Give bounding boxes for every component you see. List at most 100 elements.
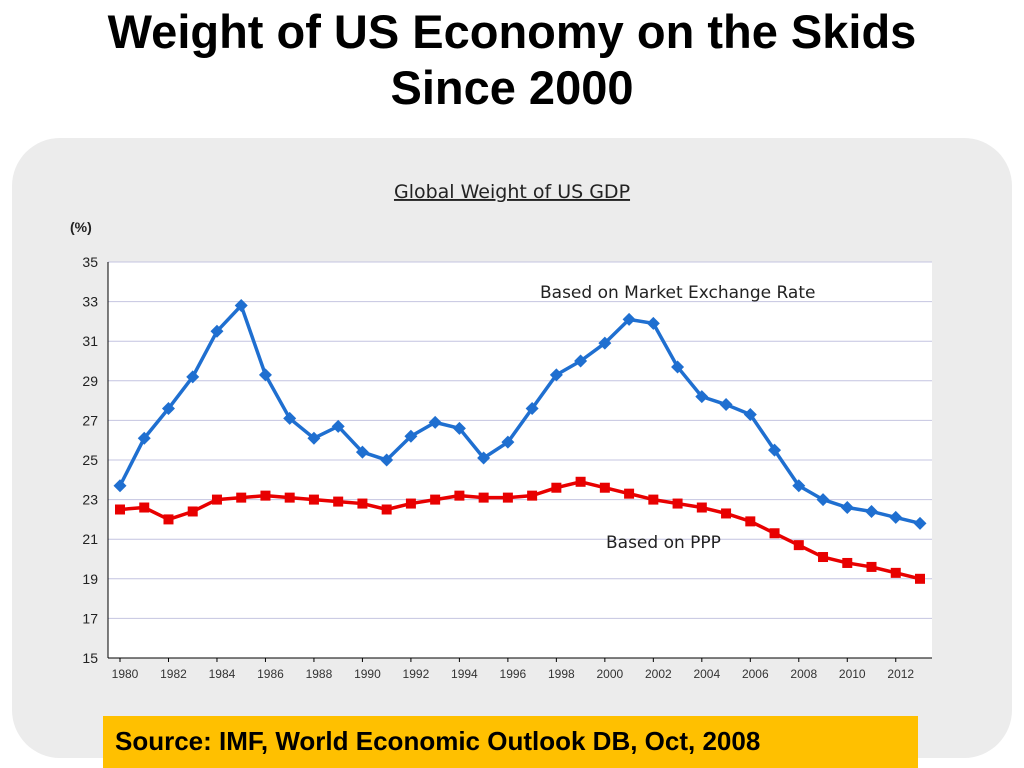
source-box: Source: IMF, World Economic Outlook DB, … bbox=[103, 716, 918, 768]
x-tick-label-1982: 1982 bbox=[160, 667, 187, 681]
point-market-1991 bbox=[380, 453, 394, 467]
series-line-ppp bbox=[119, 480, 921, 581]
point-ppp-2013 bbox=[915, 573, 925, 584]
slide-title-line-2: Since 2000 bbox=[390, 61, 634, 114]
x-tick-label-1998: 1998 bbox=[548, 667, 575, 681]
point-ppp-1996 bbox=[502, 492, 513, 503]
point-ppp-2002 bbox=[648, 494, 659, 505]
series-label-market-exchange-rate: Based on Market Exchange Rate bbox=[540, 283, 815, 303]
point-ppp-2008 bbox=[793, 540, 804, 551]
point-market-2012 bbox=[889, 510, 903, 524]
point-ppp-2009 bbox=[818, 552, 829, 563]
x-tick-label-2006: 2006 bbox=[742, 667, 769, 681]
point-market-2003 bbox=[671, 360, 685, 374]
y-tick-label-29: 29 bbox=[82, 373, 98, 389]
point-market-1989 bbox=[331, 419, 345, 433]
point-market-2002 bbox=[646, 316, 660, 330]
point-market-1986 bbox=[258, 368, 272, 382]
x-tick-label-1994: 1994 bbox=[451, 667, 478, 681]
y-tick-label-21: 21 bbox=[82, 531, 98, 547]
point-market-1987 bbox=[283, 411, 297, 425]
point-ppp-2000 bbox=[599, 482, 610, 493]
point-ppp-1985 bbox=[236, 492, 247, 503]
x-tick-label-2010: 2010 bbox=[839, 667, 866, 681]
point-ppp-1990 bbox=[357, 498, 368, 509]
point-market-1982 bbox=[161, 402, 175, 416]
y-tick-label-35: 35 bbox=[82, 254, 98, 270]
y-tick-label-15: 15 bbox=[82, 650, 98, 666]
point-ppp-1980 bbox=[115, 504, 125, 515]
point-market-2000 bbox=[598, 336, 612, 350]
x-tick-label-2012: 2012 bbox=[887, 667, 914, 681]
y-tick-label-31: 31 bbox=[82, 333, 98, 349]
y-tick-label-25: 25 bbox=[82, 452, 98, 468]
point-ppp-2004 bbox=[696, 502, 707, 513]
point-ppp-1989 bbox=[333, 496, 344, 507]
point-ppp-2003 bbox=[672, 498, 683, 509]
point-ppp-2006 bbox=[745, 516, 756, 527]
point-ppp-2012 bbox=[890, 567, 901, 578]
point-ppp-1999 bbox=[575, 476, 586, 487]
point-market-1981 bbox=[137, 431, 151, 445]
point-ppp-1998 bbox=[551, 482, 562, 493]
x-tick-label-2000: 2000 bbox=[596, 667, 623, 681]
point-ppp-2011 bbox=[866, 561, 877, 572]
point-ppp-2010 bbox=[842, 557, 853, 568]
series-line-market bbox=[118, 303, 921, 526]
x-tick-label-2004: 2004 bbox=[693, 667, 720, 681]
slide-title: Weight of US Economy on the Skids Since … bbox=[0, 4, 1024, 116]
point-market-2009 bbox=[816, 493, 830, 507]
x-tick-label-2008: 2008 bbox=[790, 667, 817, 681]
x-tick-label-2002: 2002 bbox=[645, 667, 672, 681]
y-tick-label-17: 17 bbox=[82, 610, 98, 626]
point-ppp-1994 bbox=[454, 490, 465, 501]
y-tick-label-33: 33 bbox=[82, 294, 98, 310]
point-market-1984 bbox=[210, 324, 224, 338]
series-lines bbox=[118, 303, 921, 581]
point-market-2013 bbox=[913, 516, 927, 530]
series-markers bbox=[113, 299, 927, 584]
point-market-2004 bbox=[695, 390, 709, 404]
x-tick-label-1986: 1986 bbox=[257, 667, 284, 681]
series-label-ppp: Based on PPP bbox=[606, 533, 721, 553]
point-ppp-1987 bbox=[284, 492, 295, 503]
point-market-2007 bbox=[768, 443, 782, 457]
y-tick-label-23: 23 bbox=[82, 492, 98, 508]
point-market-1995 bbox=[477, 451, 491, 465]
point-market-1983 bbox=[186, 370, 200, 384]
x-tick-labels: 1980 1982 1984 1986 1988 1990 1992 1994 1996 1998… bbox=[112, 667, 915, 681]
point-market-1998 bbox=[549, 368, 563, 382]
point-ppp-1997 bbox=[527, 490, 538, 501]
point-ppp-1992 bbox=[405, 498, 416, 509]
x-tick-label-1996: 1996 bbox=[500, 667, 527, 681]
point-ppp-1993 bbox=[430, 494, 441, 505]
point-market-2008 bbox=[792, 479, 806, 493]
point-ppp-2005 bbox=[721, 508, 732, 519]
y-tick-labels: 35 33 31 29 27 25 23 21 19 17 15 bbox=[82, 254, 98, 666]
y-tick-label-27: 27 bbox=[82, 412, 98, 428]
point-ppp-1995 bbox=[478, 492, 489, 503]
point-ppp-1988 bbox=[308, 494, 319, 505]
point-market-1999 bbox=[574, 354, 588, 368]
axes bbox=[107, 262, 932, 662]
y-axis-unit-label: (%) bbox=[70, 219, 92, 235]
x-tick-label-1990: 1990 bbox=[354, 667, 381, 681]
x-tick-label-1988: 1988 bbox=[306, 667, 333, 681]
point-market-1992 bbox=[404, 429, 418, 443]
point-market-2001 bbox=[622, 312, 636, 326]
point-market-1990 bbox=[355, 445, 369, 459]
point-market-2006 bbox=[743, 407, 757, 421]
point-ppp-2001 bbox=[624, 488, 635, 499]
point-ppp-1982 bbox=[163, 514, 174, 525]
point-market-1980 bbox=[113, 479, 127, 493]
point-ppp-1986 bbox=[260, 490, 271, 501]
chart-title: Global Weight of US GDP bbox=[394, 181, 630, 203]
x-tick-label-1992: 1992 bbox=[403, 667, 430, 681]
slide-title-line-1: Weight of US Economy on the Skids bbox=[107, 5, 917, 58]
point-market-1988 bbox=[307, 431, 321, 445]
point-ppp-1984 bbox=[211, 494, 222, 505]
source-text: Source: IMF, World Economic Outlook DB, … bbox=[115, 726, 761, 756]
point-market-2010 bbox=[840, 501, 854, 515]
point-market-1996 bbox=[501, 435, 515, 449]
